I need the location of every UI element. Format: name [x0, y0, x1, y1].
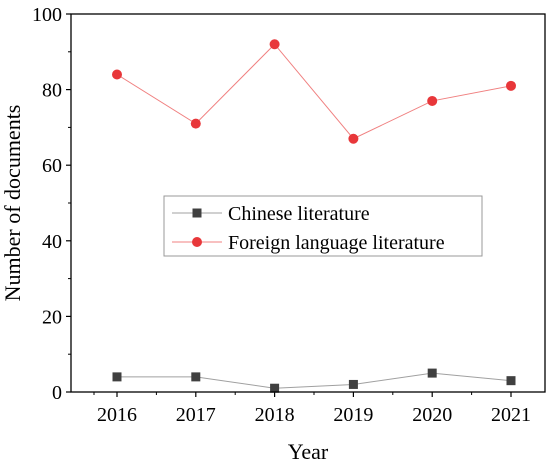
x-axis-title: Year: [288, 439, 329, 464]
x-tick-label: 2021: [491, 404, 531, 426]
data-point: [506, 376, 516, 386]
y-axis-title: Number of documents: [0, 105, 25, 302]
legend-marker: [192, 237, 202, 247]
series-line: [116, 43, 512, 140]
series-layer: [112, 39, 516, 393]
data-point: [348, 133, 359, 144]
x-tick-label: 2017: [176, 404, 216, 426]
series-1: [112, 39, 516, 144]
series-0: [112, 368, 516, 393]
series-line: [117, 372, 512, 389]
y-tick-label: 40: [42, 231, 62, 253]
data-point: [190, 118, 201, 129]
data-point: [348, 379, 358, 389]
legend-box: [163, 195, 483, 257]
x-tick-label: 2020: [412, 404, 452, 426]
data-point: [270, 383, 280, 393]
y-tick-label: 20: [42, 306, 62, 328]
y-tick-label: 100: [32, 4, 62, 26]
y-tick-label: 60: [42, 155, 62, 177]
y-tick-label: 80: [42, 80, 62, 102]
legend-marker: [192, 208, 202, 218]
plot-frame: [70, 13, 546, 393]
y-axis: 0 20 40 60 80 100: [32, 4, 71, 404]
legend-label: Chinese literature: [228, 203, 370, 225]
x-tick-label: 2018: [255, 404, 295, 426]
y-tick-label: 0: [52, 382, 62, 404]
data-point: [427, 95, 438, 106]
data-point: [112, 372, 122, 382]
data-point: [112, 69, 122, 80]
plot-area: 0 20 40 60 80 100 2016 2017 2018 2019 2020 2021: [32, 4, 546, 426]
x-tick-label: 2016: [97, 404, 137, 426]
x-tick-label: 2019: [333, 404, 373, 426]
data-point: [269, 39, 280, 50]
data-point: [506, 80, 516, 91]
data-point: [191, 372, 201, 382]
legend-label: Foreign language literature: [228, 232, 445, 254]
x-axis: 2016 2017 2018 2019 2020 2021: [93, 392, 531, 426]
data-point: [427, 368, 437, 378]
legend: Chinese literature Foreign language liter…: [163, 195, 483, 257]
